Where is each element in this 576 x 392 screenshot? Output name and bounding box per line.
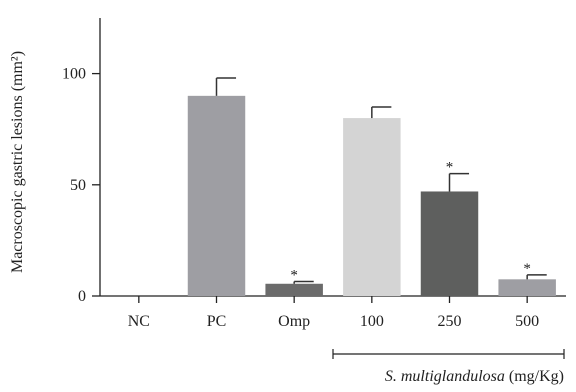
group-label-unit: (mg/Kg): [505, 368, 564, 385]
bar: [420, 191, 479, 296]
x-tick-label: PC: [207, 313, 227, 330]
group-label-species: S. multiglandulosa: [385, 368, 505, 385]
y-tick-label: 0: [78, 288, 86, 305]
y-axis: 0 50 100: [62, 18, 101, 305]
significance-marker: *: [290, 268, 298, 284]
significance-marker: *: [446, 160, 454, 176]
bar: [265, 283, 323, 296]
y-tick-label: 100: [62, 66, 86, 83]
y-axis-label: Macroscopic gastric lesions (mm²): [9, 51, 26, 273]
bar: [498, 279, 556, 296]
x-tick-label: Omp: [278, 313, 310, 330]
bar: [187, 95, 246, 296]
bars: * * *: [187, 77, 556, 296]
x-tick-label: 500: [515, 313, 539, 330]
x-tick-label: NC: [128, 313, 150, 330]
x-tick-label: 250: [438, 313, 462, 330]
group-bracket: [332, 349, 565, 359]
y-tick-label: 50: [70, 177, 86, 194]
x-axis: NC PC Omp 100 250 500: [100, 295, 566, 330]
significance-marker: *: [523, 261, 531, 277]
bar: [343, 118, 401, 296]
x-tick-label: 100: [360, 313, 384, 330]
group-label: S. multiglandulosa (mg/Kg): [385, 368, 564, 385]
